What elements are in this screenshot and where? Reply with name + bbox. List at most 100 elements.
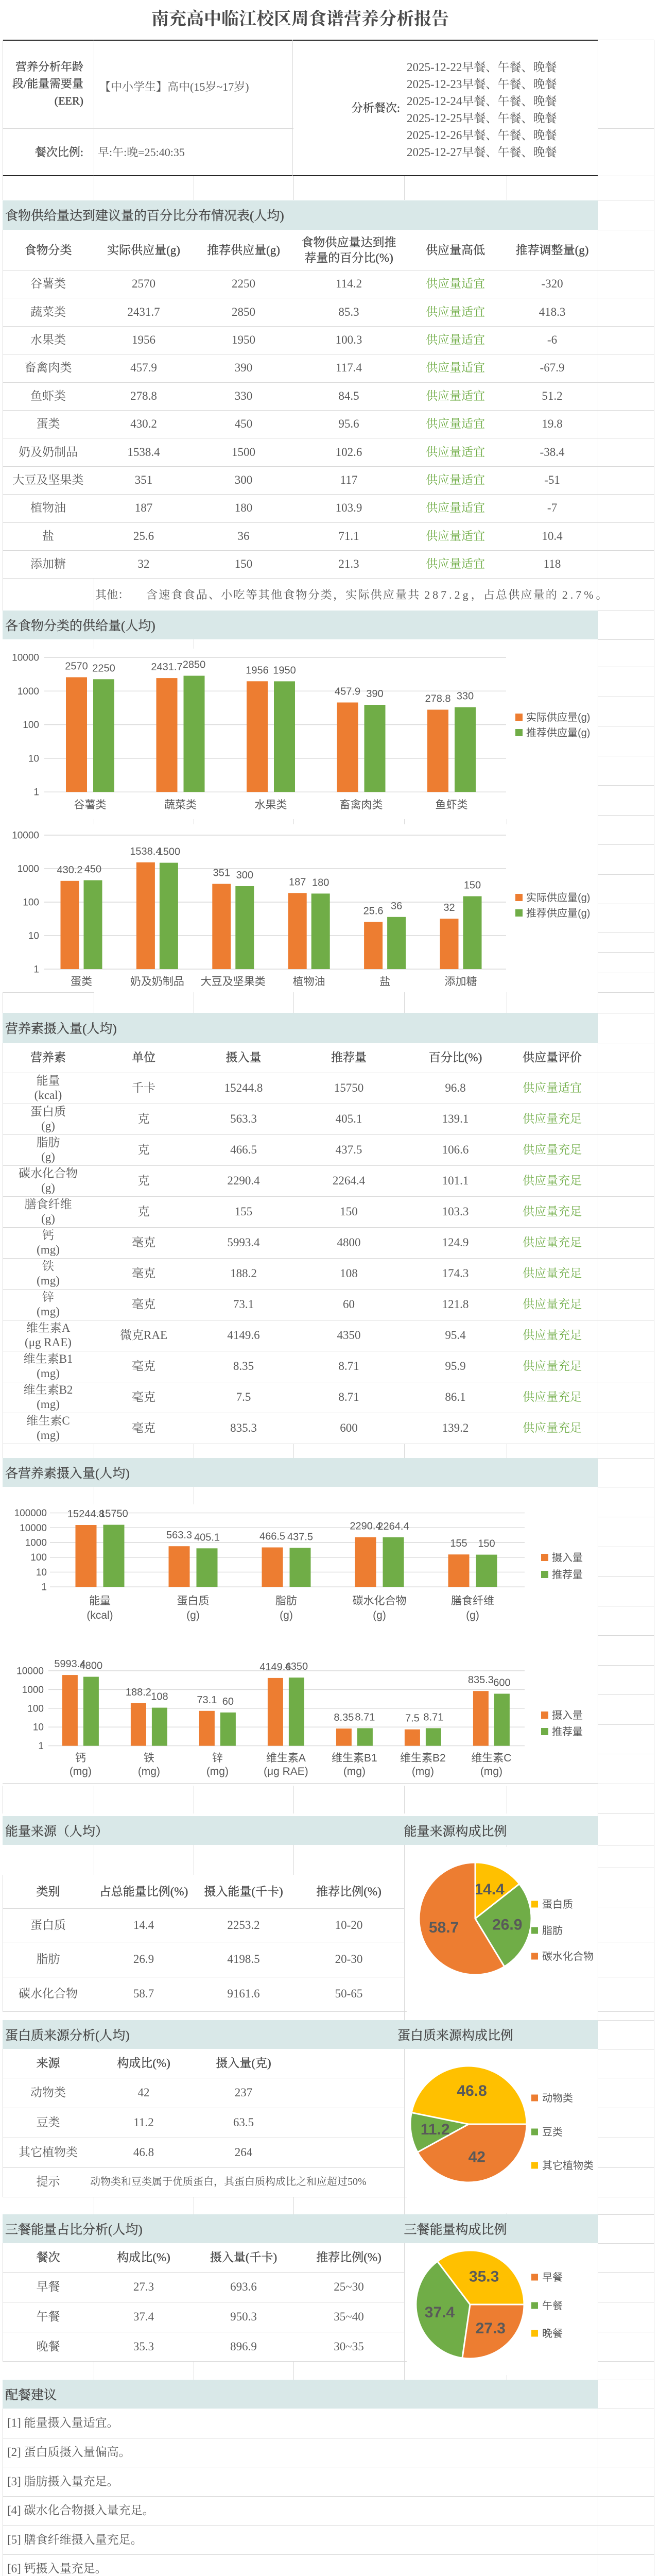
svg-text:405.1: 405.1 xyxy=(194,1532,220,1543)
svg-text:457.9: 457.9 xyxy=(335,686,360,698)
svg-text:晚餐: 晚餐 xyxy=(542,2328,563,2340)
svg-text:15750: 15750 xyxy=(99,1509,128,1520)
svg-text:推荐量: 推荐量 xyxy=(552,1726,583,1738)
svg-text:2570: 2570 xyxy=(65,661,88,672)
svg-text:2850: 2850 xyxy=(183,659,206,671)
svg-text:维生素B1: 维生素B1 xyxy=(332,1752,377,1764)
svg-text:奶及奶制品: 奶及奶制品 xyxy=(130,976,184,988)
svg-text:1: 1 xyxy=(38,1741,44,1752)
svg-text:1: 1 xyxy=(33,964,39,975)
svg-text:187: 187 xyxy=(289,876,306,888)
svg-text:2264.4: 2264.4 xyxy=(377,1521,409,1532)
svg-text:锌: 锌 xyxy=(212,1752,223,1764)
svg-text:(mg): (mg) xyxy=(138,1766,160,1777)
svg-text:437.5: 437.5 xyxy=(287,1531,313,1543)
svg-text:铁: 铁 xyxy=(144,1752,154,1764)
svg-text:蛋白质: 蛋白质 xyxy=(542,1899,573,1910)
svg-text:330: 330 xyxy=(457,691,474,702)
svg-text:278.8: 278.8 xyxy=(425,693,450,705)
svg-text:150: 150 xyxy=(478,1538,495,1550)
svg-text:73.1: 73.1 xyxy=(197,1694,217,1706)
svg-text:563.3: 563.3 xyxy=(166,1530,192,1541)
svg-text:植物油: 植物油 xyxy=(293,976,325,988)
svg-text:(mg): (mg) xyxy=(343,1766,366,1777)
svg-text:谷薯类: 谷薯类 xyxy=(74,799,107,811)
svg-text:动物类: 动物类 xyxy=(542,2092,573,2104)
svg-text:1538.4: 1538.4 xyxy=(130,846,161,857)
svg-text:推荐供应量(g): 推荐供应量(g) xyxy=(526,907,590,919)
svg-text:1: 1 xyxy=(41,1582,47,1593)
svg-text:2250: 2250 xyxy=(92,663,115,674)
svg-text:(mg): (mg) xyxy=(70,1766,92,1777)
svg-text:盐: 盐 xyxy=(379,976,390,988)
svg-text:(mg): (mg) xyxy=(206,1766,229,1777)
svg-text:蔬菜类: 蔬菜类 xyxy=(164,799,197,811)
svg-text:4800: 4800 xyxy=(80,1660,103,1672)
svg-text:1000: 1000 xyxy=(18,864,39,875)
svg-text:2290.4: 2290.4 xyxy=(350,1521,381,1532)
svg-text:维生素C: 维生素C xyxy=(471,1752,511,1764)
svg-text:1950: 1950 xyxy=(273,665,296,676)
svg-text:膳食纤维: 膳食纤维 xyxy=(451,1595,494,1607)
svg-text:108: 108 xyxy=(151,1691,168,1703)
svg-text:60: 60 xyxy=(222,1696,234,1707)
svg-text:100: 100 xyxy=(23,897,39,908)
svg-text:脂肪: 脂肪 xyxy=(542,1925,563,1937)
svg-text:600: 600 xyxy=(493,1677,510,1689)
svg-text:10000: 10000 xyxy=(16,1666,44,1677)
svg-text:42: 42 xyxy=(469,2149,485,2166)
svg-text:188.2: 188.2 xyxy=(126,1687,151,1698)
svg-text:豆类: 豆类 xyxy=(542,2126,563,2138)
svg-text:4350: 4350 xyxy=(285,1661,308,1672)
svg-text:11.2: 11.2 xyxy=(421,2121,450,2138)
svg-text:实际供应量(g): 实际供应量(g) xyxy=(526,711,590,723)
svg-text:25.6: 25.6 xyxy=(363,906,384,917)
svg-text:26.9: 26.9 xyxy=(492,1916,522,1933)
svg-text:(g): (g) xyxy=(466,1609,479,1621)
svg-text:27.3: 27.3 xyxy=(476,2320,506,2337)
svg-text:午餐: 午餐 xyxy=(542,2300,563,2312)
svg-text:10000: 10000 xyxy=(12,653,39,664)
svg-text:(mg): (mg) xyxy=(480,1766,502,1777)
svg-text:碳水化合物: 碳水化合物 xyxy=(542,1951,594,1962)
svg-text:32: 32 xyxy=(443,902,455,913)
svg-text:7.5: 7.5 xyxy=(405,1713,420,1724)
svg-text:10: 10 xyxy=(36,1567,47,1578)
svg-text:碳水化合物: 碳水化合物 xyxy=(353,1595,407,1607)
svg-text:5993.4: 5993.4 xyxy=(54,1658,85,1670)
svg-text:10: 10 xyxy=(33,1722,44,1733)
svg-text:其它植物类: 其它植物类 xyxy=(542,2160,594,2172)
svg-text:10: 10 xyxy=(28,753,39,764)
svg-text:390: 390 xyxy=(366,688,383,700)
svg-text:摄入量: 摄入量 xyxy=(552,1709,583,1721)
svg-text:钙: 钙 xyxy=(75,1752,86,1764)
svg-text:维生素B2: 维生素B2 xyxy=(400,1752,446,1764)
svg-text:180: 180 xyxy=(312,877,329,888)
svg-text:畜禽肉类: 畜禽肉类 xyxy=(340,799,383,811)
svg-text:351: 351 xyxy=(213,868,230,879)
svg-text:推荐供应量(g): 推荐供应量(g) xyxy=(526,727,590,739)
svg-text:46.8: 46.8 xyxy=(457,2082,487,2099)
svg-text:835.3: 835.3 xyxy=(468,1674,494,1686)
svg-text:150: 150 xyxy=(464,880,481,891)
svg-text:15244.8: 15244.8 xyxy=(67,1509,105,1520)
svg-text:(g): (g) xyxy=(373,1609,386,1621)
svg-text:8.71: 8.71 xyxy=(423,1711,443,1723)
svg-text:(mg): (mg) xyxy=(412,1766,434,1777)
svg-text:35.3: 35.3 xyxy=(469,2268,499,2285)
svg-text:8.35: 8.35 xyxy=(334,1712,354,1723)
svg-text:实际供应量(g): 实际供应量(g) xyxy=(526,892,590,904)
svg-text:1000: 1000 xyxy=(18,686,39,697)
svg-text:(g): (g) xyxy=(280,1609,293,1621)
svg-text:能量: 能量 xyxy=(89,1595,111,1607)
svg-text:100: 100 xyxy=(30,1552,47,1563)
svg-text:37.4: 37.4 xyxy=(425,2304,455,2321)
svg-text:1: 1 xyxy=(33,787,39,798)
svg-text:鱼虾类: 鱼虾类 xyxy=(436,799,468,811)
svg-text:36: 36 xyxy=(391,901,402,912)
svg-text:155: 155 xyxy=(450,1538,467,1549)
svg-text:添加糖: 添加糖 xyxy=(445,976,477,988)
svg-text:14.4: 14.4 xyxy=(474,1881,505,1898)
svg-text:10: 10 xyxy=(28,931,39,942)
svg-text:大豆及坚果类: 大豆及坚果类 xyxy=(201,976,266,988)
